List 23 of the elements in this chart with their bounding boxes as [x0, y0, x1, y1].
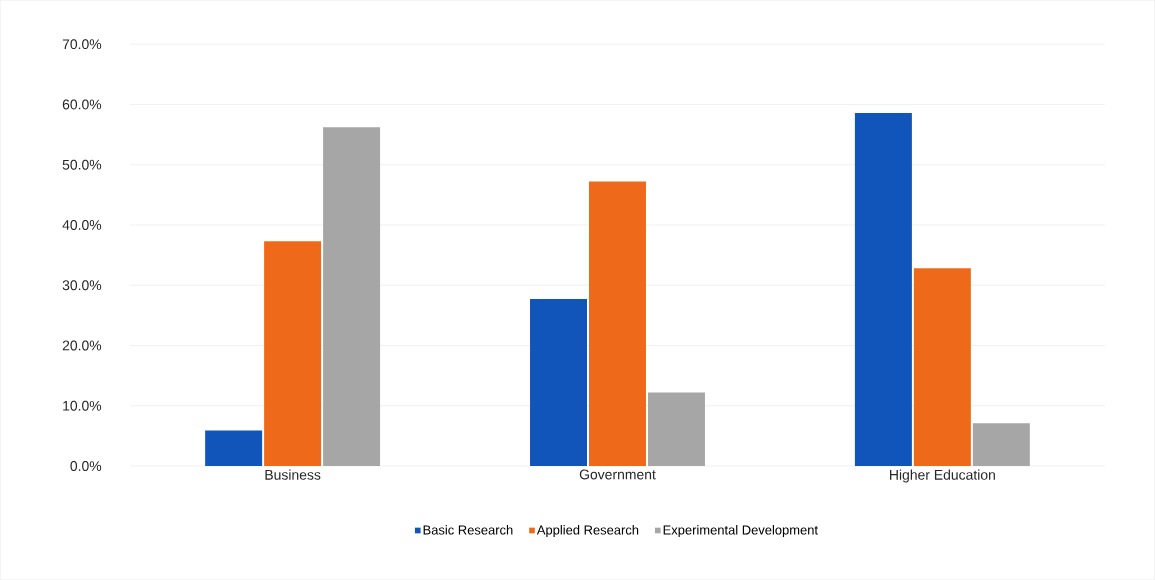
- y-tick-label: 10.0%: [63, 400, 102, 411]
- legend-label: Basic Research: [423, 524, 513, 535]
- y-tick-label: 40.0%: [62, 219, 102, 230]
- bar: [913, 268, 971, 466]
- bar: [647, 392, 705, 466]
- x-tick-label: Business: [265, 469, 321, 480]
- bar: [530, 299, 588, 466]
- y-tick-label: 20.0%: [62, 340, 102, 351]
- bar: [205, 430, 263, 466]
- x-tick-label: Higher Education: [890, 469, 995, 483]
- bar: [854, 112, 912, 466]
- legend-label: Experimental Development: [663, 524, 818, 538]
- legend-label: Applied Research: [536, 524, 639, 538]
- x-tick-label: Government: [579, 469, 656, 480]
- y-tick-label: 30.0%: [62, 280, 102, 291]
- bar: [323, 127, 381, 466]
- y-tick-label: 70.0%: [62, 39, 102, 50]
- bar: [589, 181, 646, 466]
- y-tick-label: 0.0%: [70, 460, 102, 471]
- y-tick-label: 50.0%: [62, 159, 102, 170]
- bar: [972, 423, 1030, 466]
- bar: [264, 241, 322, 466]
- y-tick-label: 60.0%: [62, 99, 102, 110]
